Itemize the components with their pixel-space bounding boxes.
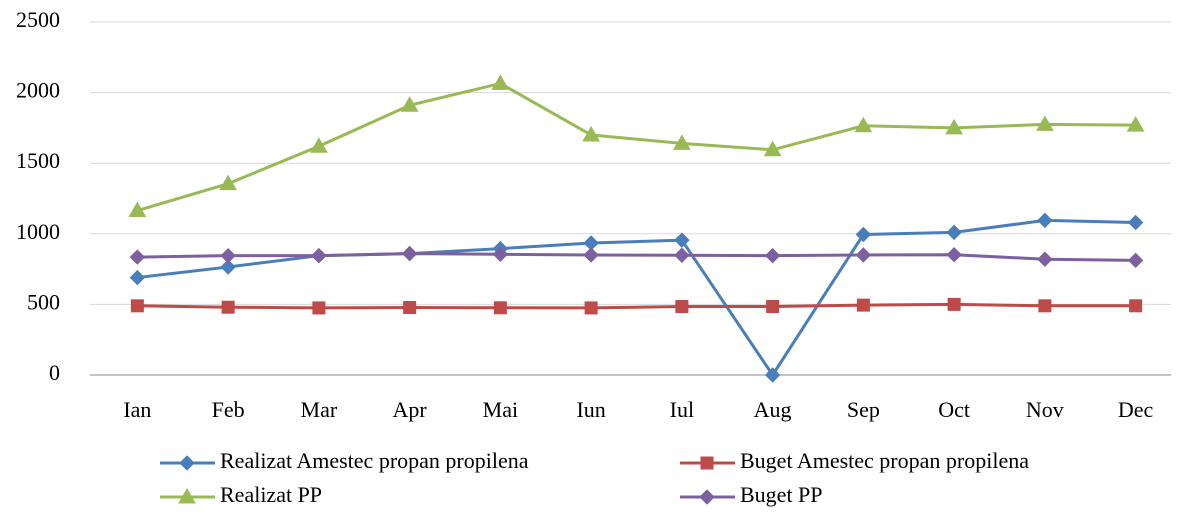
x-tick-label: Ian (123, 397, 151, 422)
legend-marker (700, 456, 714, 470)
legend-label: Buget Amestec propan propilena (740, 448, 1029, 473)
data-point (584, 301, 598, 315)
data-point (1129, 299, 1143, 313)
data-point (673, 134, 691, 150)
data-point (220, 247, 236, 264)
data-point (1127, 252, 1144, 269)
x-tick-label: Feb (212, 397, 245, 422)
x-tick-label: Aug (754, 397, 792, 422)
data-point (582, 125, 600, 142)
data-point (312, 301, 326, 315)
data-point (947, 297, 961, 311)
data-point (310, 137, 328, 153)
series-line (137, 252, 1136, 262)
legend-label: Buget PP (740, 482, 823, 507)
legend-marker (699, 489, 715, 505)
x-tick-label: Nov (1026, 397, 1064, 422)
data-point (766, 300, 780, 314)
x-tick-label: Oct (938, 397, 970, 422)
data-point (129, 269, 146, 286)
data-point (1036, 115, 1054, 131)
data-point (221, 300, 235, 314)
data-point (945, 118, 963, 135)
data-point (946, 224, 962, 241)
y-tick-label: 500 (27, 289, 60, 314)
x-tick-label: Iun (576, 397, 605, 422)
x-tick-label: Dec (1118, 397, 1154, 422)
data-point (674, 232, 690, 248)
data-point (311, 247, 327, 264)
data-point (855, 247, 872, 263)
x-tick-label: Apr (393, 397, 428, 422)
y-tick-label: 0 (49, 360, 60, 385)
data-point (491, 74, 510, 90)
y-tick-label: 2500 (16, 7, 60, 32)
data-point (492, 246, 509, 262)
data-point (583, 247, 599, 263)
data-point (219, 174, 237, 191)
data-point (1037, 212, 1053, 229)
data-point (493, 301, 507, 315)
data-point (855, 226, 872, 243)
data-point (1126, 116, 1145, 132)
series-line (136, 81, 1136, 212)
legend-marker (179, 455, 195, 471)
legend-label: Realizat PP (220, 482, 322, 507)
data-point (764, 367, 781, 383)
y-tick-label: 1500 (16, 148, 60, 173)
data-point (674, 247, 690, 263)
x-tick-label: Mai (483, 397, 518, 422)
y-tick-label: 1000 (16, 219, 60, 244)
data-point (1037, 251, 1053, 267)
legend-label: Realizat Amestec propan propilena (220, 448, 529, 473)
data-point (220, 259, 236, 275)
data-point (128, 201, 147, 218)
x-tick-label: Iul (670, 397, 694, 422)
data-point (130, 299, 144, 313)
data-point (1038, 299, 1052, 313)
x-tick-label: Sep (847, 397, 880, 422)
data-point (763, 140, 782, 157)
x-tick-label: Mar (301, 397, 338, 422)
data-point (400, 96, 419, 112)
data-point (129, 249, 146, 265)
data-point (675, 300, 689, 314)
y-tick-label: 2000 (16, 78, 60, 103)
data-point (764, 247, 781, 264)
data-point (946, 246, 962, 263)
data-point (856, 298, 870, 312)
series-line (137, 302, 1136, 310)
data-point (403, 301, 417, 315)
data-point (401, 245, 418, 262)
data-point (1127, 214, 1144, 231)
data-point (854, 116, 873, 133)
series-line (137, 218, 1136, 378)
legend-marker (178, 487, 196, 504)
